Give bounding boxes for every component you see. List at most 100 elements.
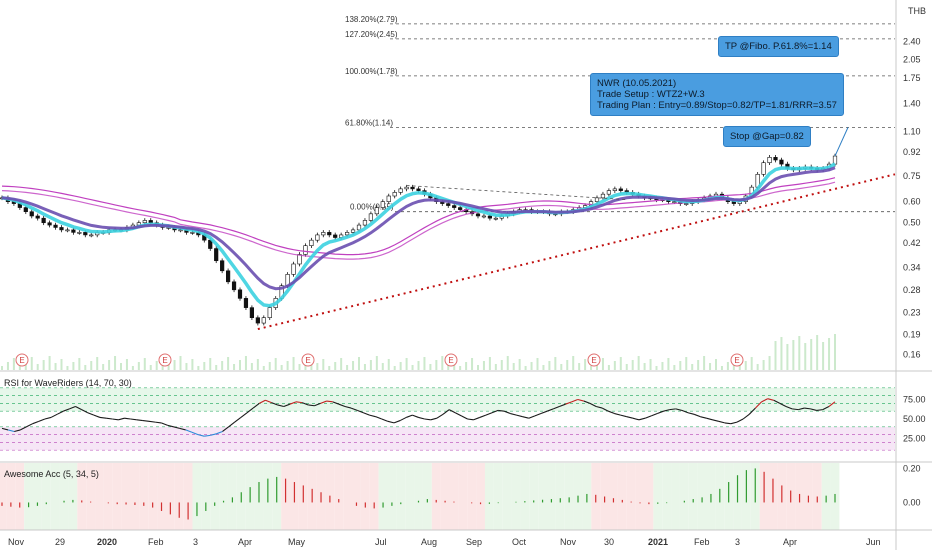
candle-body[interactable] xyxy=(249,307,255,318)
candle-body[interactable] xyxy=(29,211,34,217)
candle-body[interactable] xyxy=(190,232,195,234)
candle-body[interactable] xyxy=(243,298,249,308)
candle-body[interactable] xyxy=(410,186,415,190)
candle-body[interactable] xyxy=(214,248,219,262)
candle-body[interactable] xyxy=(178,229,183,232)
awesome-acc-pane[interactable]: 0.20 0.00 Awesome Acc (5, 34, 5) xyxy=(0,463,921,530)
candle-body[interactable] xyxy=(362,220,368,226)
price-tick-label: 0.60 xyxy=(903,197,921,207)
candle-body[interactable] xyxy=(226,270,231,283)
candle-body[interactable] xyxy=(327,232,332,236)
rsi-pane-title[interactable]: RSI for WaveRiders (14, 70, 30) xyxy=(4,378,132,388)
candle-body[interactable] xyxy=(446,203,451,206)
candle-body[interactable] xyxy=(59,227,64,231)
candle-body[interactable] xyxy=(380,201,385,208)
candle-body[interactable] xyxy=(237,289,243,299)
candle-body[interactable] xyxy=(71,229,76,233)
candle-body[interactable] xyxy=(618,188,623,191)
candle-body[interactable] xyxy=(297,254,302,265)
candle-body[interactable] xyxy=(231,281,237,291)
candle-body[interactable] xyxy=(600,193,606,199)
candle-body[interactable] xyxy=(594,197,600,202)
earnings-marker[interactable] xyxy=(444,353,458,367)
rsi-segment xyxy=(234,417,242,423)
candle-body[interactable] xyxy=(77,232,82,234)
ao-background-column xyxy=(387,463,397,530)
ao-pane-title[interactable]: Awesome Acc (5, 34, 5) xyxy=(4,469,99,479)
earnings-marker[interactable] xyxy=(730,353,744,367)
ao-background-column xyxy=(653,463,663,530)
candle-body[interactable] xyxy=(767,157,772,164)
candle-body[interactable] xyxy=(684,203,689,205)
ao-background-column xyxy=(396,463,406,530)
stop-callout[interactable]: Stop @Gap=0.82 xyxy=(723,126,811,147)
downtrend-line[interactable] xyxy=(406,185,627,201)
volume-bar xyxy=(506,356,509,370)
candle-body[interactable] xyxy=(606,190,611,195)
candle-body[interactable] xyxy=(386,195,391,202)
candle-body[interactable] xyxy=(142,220,147,224)
candle-body[interactable] xyxy=(773,157,778,161)
volume-bar xyxy=(96,357,99,370)
candle-body[interactable] xyxy=(267,307,272,318)
candle-body[interactable] xyxy=(321,232,326,236)
candle-body[interactable] xyxy=(220,260,225,272)
ao-background-column xyxy=(360,463,370,530)
candle-body[interactable] xyxy=(487,215,493,219)
candle-body[interactable] xyxy=(83,232,88,236)
candle-body[interactable] xyxy=(303,245,308,255)
volume-bar xyxy=(244,356,247,370)
volume-bar xyxy=(1,366,3,370)
candle-body[interactable] xyxy=(41,217,46,224)
earnings-marker[interactable] xyxy=(587,353,601,367)
candle-body[interactable] xyxy=(23,207,28,213)
volume-bar xyxy=(738,365,741,370)
candle-body[interactable] xyxy=(291,263,296,275)
candle-body[interactable] xyxy=(47,222,52,226)
earnings-marker[interactable] xyxy=(15,353,29,367)
candle-body[interactable] xyxy=(392,192,397,197)
ao-background-column xyxy=(449,463,459,530)
candle-body[interactable] xyxy=(672,201,677,203)
candle-body[interactable] xyxy=(452,205,457,208)
candle-body[interactable] xyxy=(344,232,350,236)
candle-body[interactable] xyxy=(612,188,617,191)
earnings-marker[interactable] xyxy=(301,353,315,367)
earnings-marker[interactable] xyxy=(158,353,172,367)
candle-body[interactable] xyxy=(53,224,58,228)
ao-background-column xyxy=(369,463,379,530)
candle-body[interactable] xyxy=(35,215,40,219)
candle-body[interactable] xyxy=(761,162,766,175)
candle-body[interactable] xyxy=(404,186,409,190)
candle-body[interactable] xyxy=(333,234,338,238)
fib-level-label: 138.20%(2.79) xyxy=(345,15,398,24)
tp-callout[interactable]: TP @Fibo. P.61.8%=1.14 xyxy=(718,36,839,57)
volume-bar xyxy=(42,360,45,370)
candle-body[interactable] xyxy=(374,207,379,215)
rsi-segment xyxy=(124,417,131,420)
candle-body[interactable] xyxy=(65,229,70,232)
candle-body[interactable] xyxy=(493,217,498,220)
candle-body[interactable] xyxy=(416,188,421,191)
uptrend-line[interactable] xyxy=(257,173,896,331)
candle-body[interactable] xyxy=(481,215,487,218)
price-pane[interactable]: 138.20%(2.79) 127.20%(2.45) 100.00%(1.78) 6… xyxy=(0,15,896,370)
rsi-pane[interactable]: 75.00 50.00 25.00 RSI for WaveRiders (14, 7… xyxy=(0,378,926,451)
candle-body[interactable] xyxy=(261,317,266,324)
candle-body[interactable] xyxy=(368,213,374,221)
volume-bar xyxy=(417,361,420,370)
candle-body[interactable] xyxy=(148,220,153,224)
candle-body[interactable] xyxy=(458,207,463,210)
candle-body[interactable] xyxy=(89,234,94,237)
candle-body[interactable] xyxy=(255,317,260,324)
candle-body[interactable] xyxy=(356,224,362,231)
candle-body[interactable] xyxy=(315,234,320,241)
candle-body[interactable] xyxy=(475,213,481,217)
candle-body[interactable] xyxy=(779,159,784,165)
price-tick-label: 2.40 xyxy=(903,36,921,46)
candle-body[interactable] xyxy=(398,188,403,193)
trade-setup-callout[interactable]: NWR (10.05.2021) Trade Setup : WTZ2+W.3 … xyxy=(590,73,844,116)
candle-body[interactable] xyxy=(309,239,314,246)
candle-body[interactable] xyxy=(350,229,356,233)
